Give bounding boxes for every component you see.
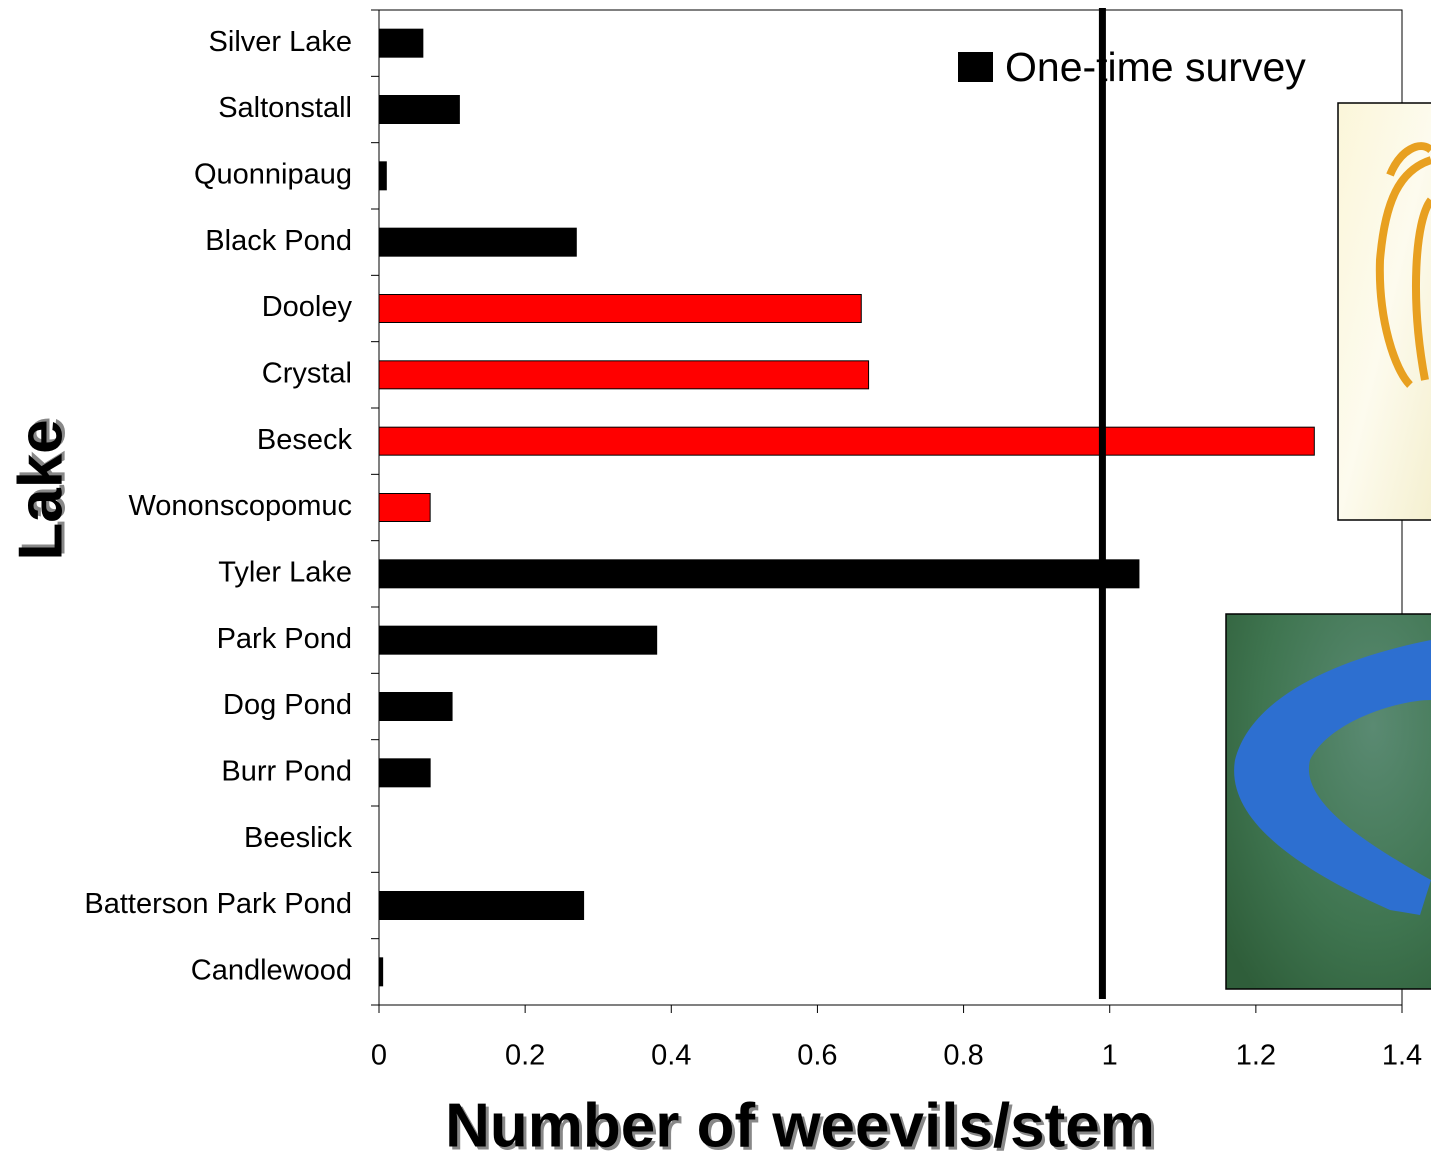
bar: [378, 161, 387, 191]
bar: [378, 891, 585, 920]
bar: [378, 95, 460, 124]
x-tick-label: 1.4: [1382, 1040, 1422, 1072]
y-tick-label: Batterson Park Pond: [84, 888, 352, 920]
x-tick-label: 1: [1102, 1040, 1118, 1072]
y-tick-label: Wononscopomuc: [128, 490, 352, 522]
bar: [378, 294, 862, 323]
bar: [378, 360, 870, 390]
y-tick-label: Beeslick: [244, 822, 352, 854]
x-axis-title: Number of weevils/stem: [445, 1091, 1155, 1157]
bar: [378, 426, 1315, 456]
photo-detail: [1234, 640, 1431, 915]
y-tick-label: Quonnipaug: [194, 158, 352, 190]
bar: [378, 625, 658, 655]
y-tick-label: Beseck: [257, 424, 353, 456]
y-tick-label: Crystal: [262, 357, 352, 389]
y-tick-label: Silver Lake: [209, 26, 352, 58]
y-tick-label: Candlewood: [191, 954, 352, 986]
y-tick-label: Saltonstall: [218, 92, 352, 124]
x-tick-label: 1.2: [1236, 1040, 1276, 1072]
photos: [1225, 102, 1431, 990]
y-tick-label: Park Pond: [217, 623, 352, 655]
bar: [378, 957, 384, 987]
bar: [378, 493, 431, 522]
y-tick-label: Tyler Lake: [218, 556, 352, 588]
photo-detail: [1375, 142, 1431, 388]
bar: [378, 758, 431, 788]
x-tick-label: 0: [371, 1040, 387, 1072]
y-tick-label: Black Pond: [205, 225, 352, 257]
x-tick-label: 0.4: [651, 1040, 691, 1072]
bar: [378, 559, 1140, 589]
legend-swatch: [958, 52, 993, 82]
y-tick-label: Dooley: [262, 291, 353, 323]
bar: [378, 692, 453, 721]
x-axis-title-shadow: Number of weevils/stem: [448, 1094, 1158, 1157]
x-tick-label: 0.2: [505, 1040, 545, 1072]
legend-label: One-time survey: [1005, 44, 1306, 90]
bar: [378, 28, 424, 58]
y-tick-label: Dog Pond: [223, 689, 352, 721]
y-axis-title: Lake: [6, 419, 75, 560]
y-tick-label: Burr Pond: [221, 755, 352, 787]
bar: [378, 227, 577, 257]
x-tick-label: 0.6: [797, 1040, 837, 1072]
x-tick-label: 0.8: [943, 1040, 983, 1072]
y-axis-title-shadow: Lake: [9, 416, 78, 557]
